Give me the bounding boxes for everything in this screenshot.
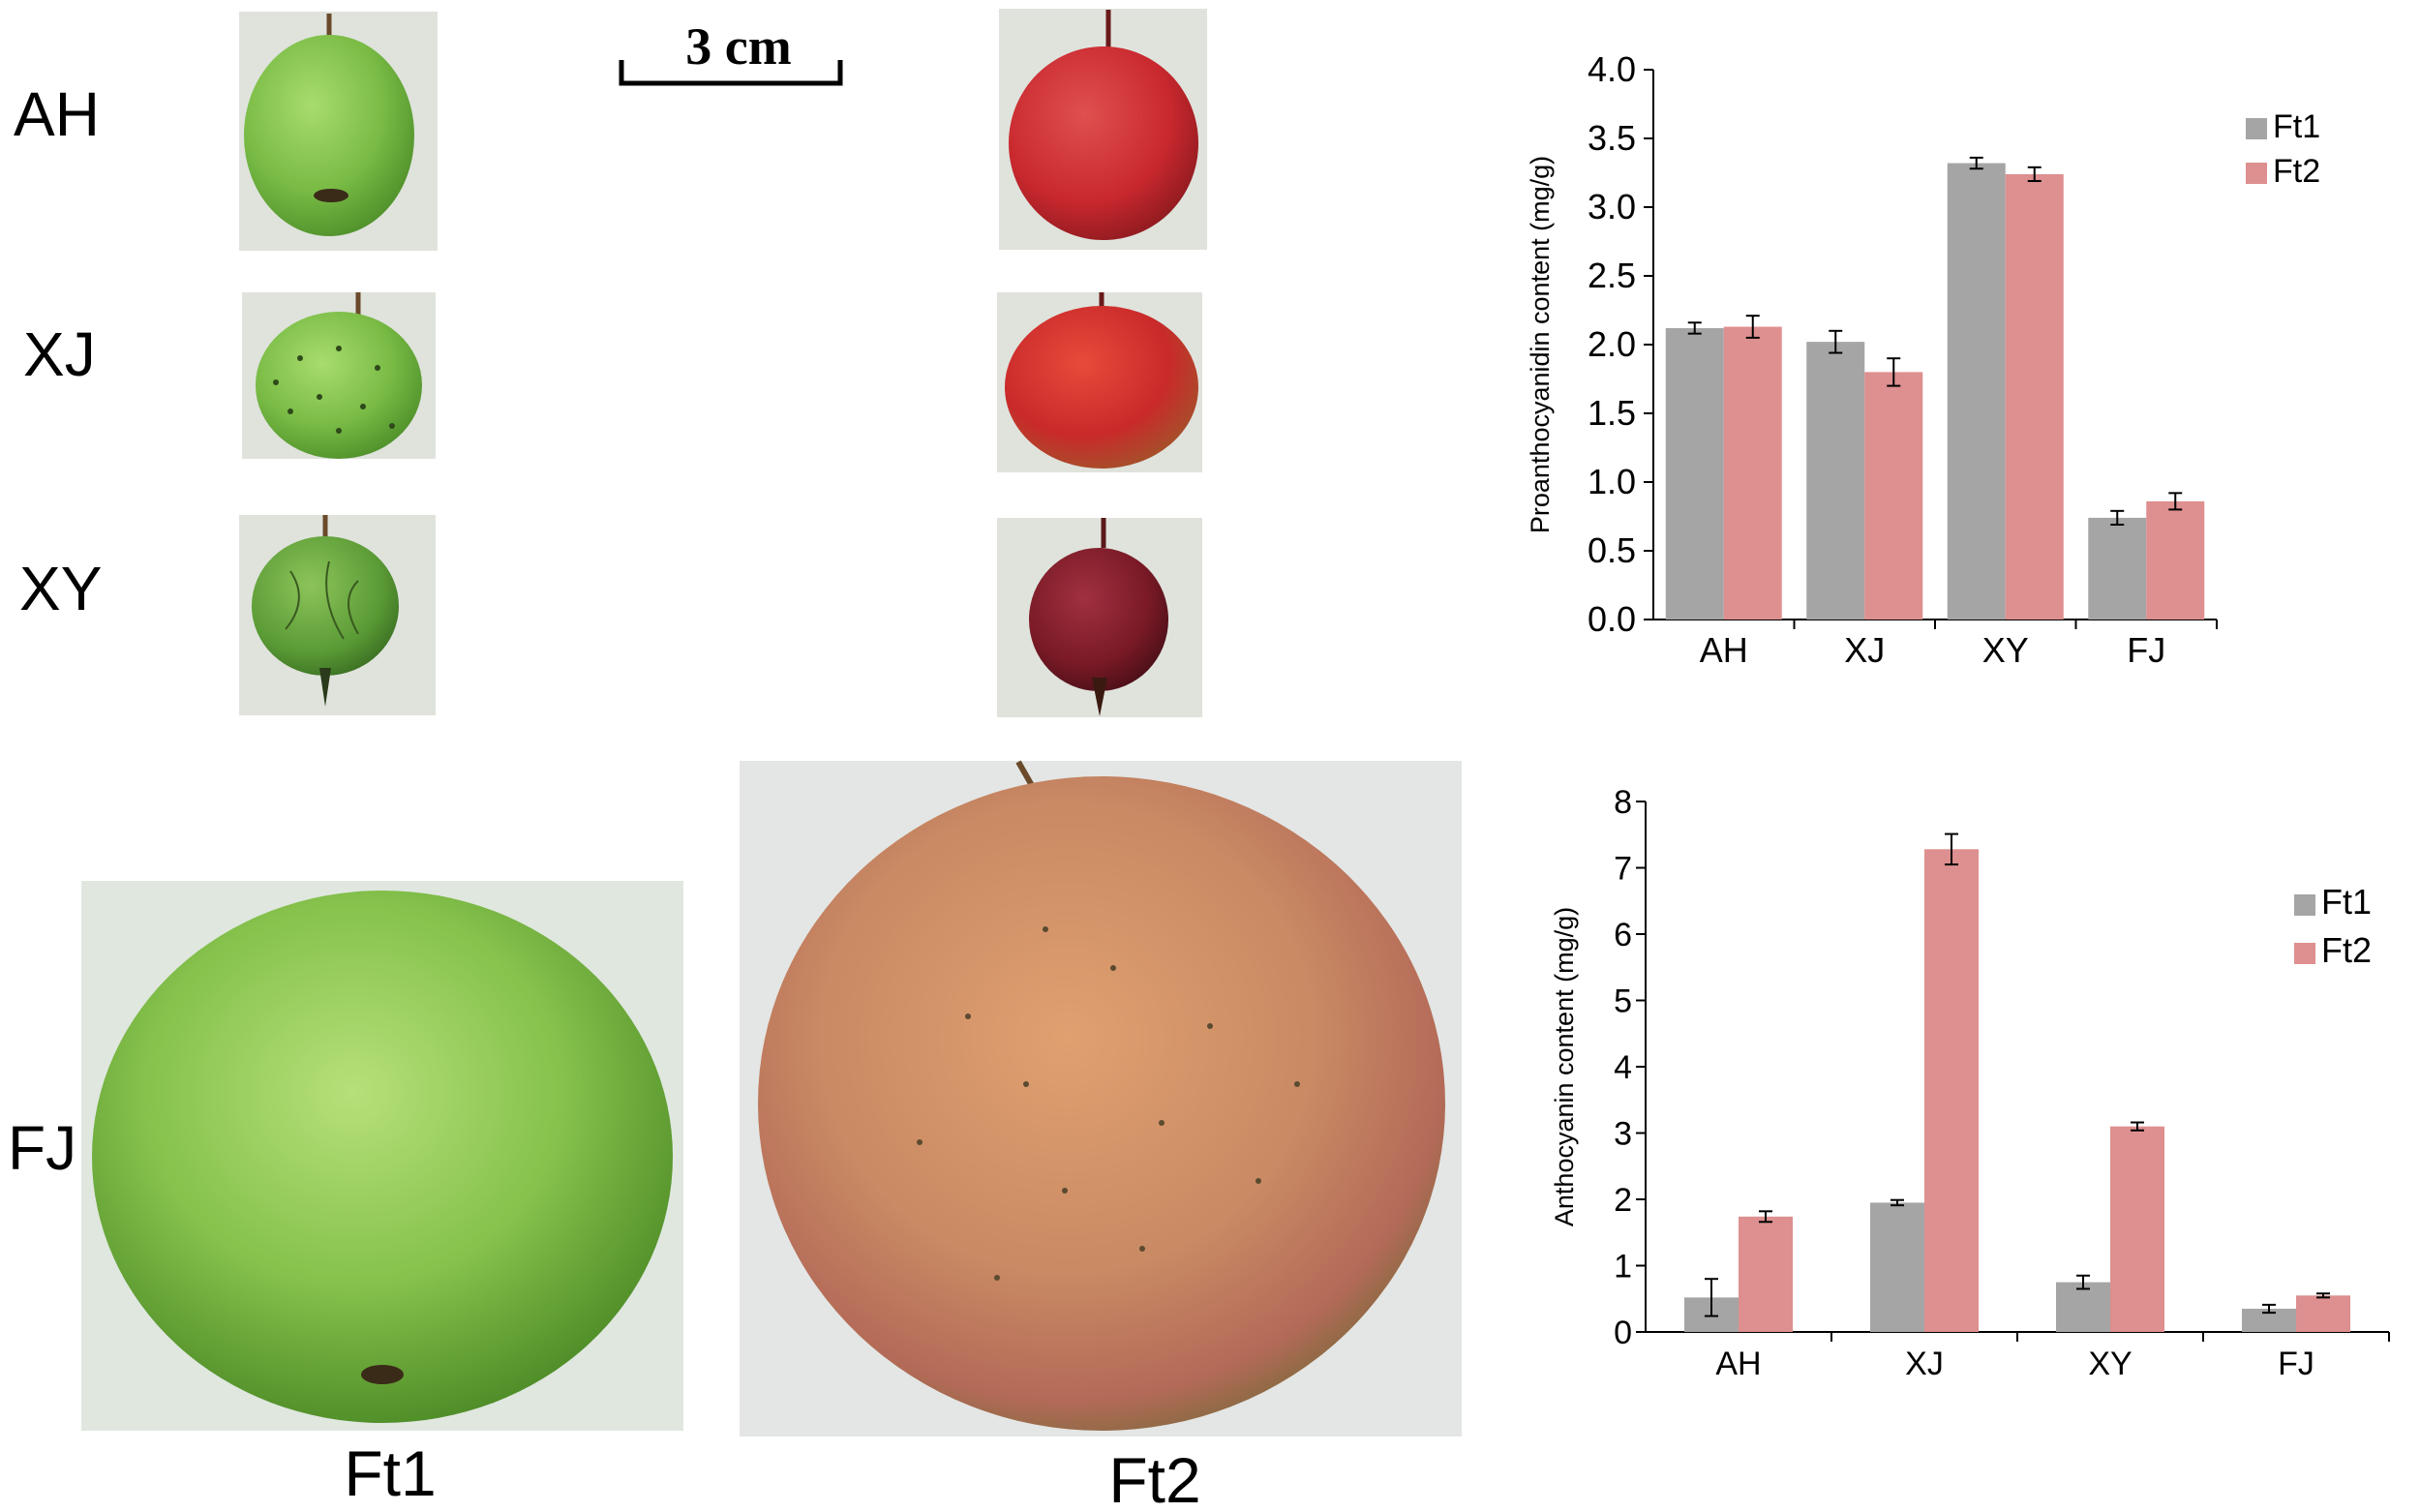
error-bar-xy-ft1 (1969, 156, 1983, 170)
scale-bar: 3 cm (619, 17, 843, 86)
chart1-ytick-label: 2.0 (1588, 324, 1636, 364)
chart1-ytick-label: 3.0 (1588, 187, 1636, 227)
legend-swatch-ft1 (2294, 894, 2315, 916)
error-bar-ah-ft1 (1687, 321, 1702, 335)
error-bar-xy-ft1 (2076, 1274, 2090, 1290)
bar-fj-ft2 (2296, 1295, 2350, 1332)
chart1-ytick-label: 1.0 (1588, 462, 1636, 501)
bar-xj-ft1 (1870, 1202, 1924, 1332)
bar-ah-ft1 (1665, 327, 1724, 620)
error-bar-xj-ft2 (1887, 357, 1901, 387)
bar-ah-ft2 (1739, 1216, 1793, 1332)
legend-label-ft2: Ft2 (2321, 930, 2372, 970)
chart2-category-label: XY (2088, 1346, 2132, 1382)
chart1-ytick-label: 3.5 (1588, 118, 1636, 158)
bar-xy-ft2 (2005, 173, 2064, 620)
chart2-y-axis-label: Anthocyanin content (mg/g) (1550, 907, 1579, 1226)
chart2-ytick-label: 7 (1614, 851, 1632, 888)
column-label-ft1: Ft1 (344, 1437, 436, 1509)
chart2-ytick-label: 2 (1614, 1182, 1632, 1219)
chart2-ytick-label: 4 (1614, 1049, 1632, 1086)
error-bar-ah-ft2 (1745, 315, 1760, 339)
scale-bar-label: 3 cm (685, 17, 791, 76)
row-label-xj: XJ (23, 319, 96, 389)
chart2-ytick-label: 3 (1614, 1116, 1632, 1153)
legend-swatch-ft2 (2246, 163, 2267, 184)
chart1-category-label: AH (1700, 630, 1748, 670)
chart2-category-label: AH (1715, 1346, 1761, 1382)
legend-label-ft1: Ft1 (2321, 882, 2372, 922)
fruit-photo-ah-ft1 (239, 12, 438, 251)
error-bar-xj-ft2 (1945, 832, 1958, 866)
error-bar-xj-ft1 (1829, 329, 1843, 354)
fruit-photo-fj-ft1 (81, 881, 683, 1431)
fruit-photo-ah-ft2 (999, 9, 1207, 250)
error-bar-ah-ft1 (1705, 1278, 1718, 1317)
chart1-ytick-label: 1.5 (1588, 393, 1636, 433)
row-label-ah: AH (14, 79, 100, 149)
error-bar-xj-ft1 (1891, 1198, 1904, 1207)
bar-xj-ft2 (1864, 372, 1923, 620)
fruit-photo-xy-ft1 (239, 515, 436, 715)
error-bar-fj-ft1 (2110, 509, 2125, 527)
legend-swatch-ft2 (2294, 943, 2315, 964)
legend-label-ft2: Ft2 (2273, 153, 2320, 190)
error-bar-fj-ft1 (2262, 1303, 2276, 1315)
chart2-category-label: XJ (1905, 1346, 1944, 1382)
chart-proanthocyanidin: Proanthocyanidin content (mg/g) 0.0 0.5 1.… (1526, 49, 2320, 670)
row-label-fj: FJ (8, 1113, 76, 1183)
chart2-ytick-label: 8 (1614, 784, 1632, 821)
chart1-ytick-label: 0.5 (1588, 530, 1636, 570)
chart1-y-axis-label: Proanthocyanidin content (mg/g) (1526, 156, 1555, 533)
chart1-ytick-label: 4.0 (1588, 49, 1636, 89)
error-bar-xy-ft2 (2131, 1121, 2144, 1132)
error-bar-fj-ft2 (2168, 492, 2183, 511)
bar-fj-ft2 (2146, 500, 2205, 620)
chart1-ytick-label: 0.0 (1588, 599, 1636, 639)
fruit-photo-fj-ft2 (740, 760, 1462, 1436)
chart2-ytick-label: 0 (1614, 1315, 1632, 1351)
column-label-ft2: Ft2 (1108, 1444, 1200, 1512)
chart2-category-label: FJ (2278, 1346, 2314, 1382)
error-bar-xy-ft2 (2027, 166, 2042, 183)
fruit-photo-xy-ft2 (997, 518, 1202, 717)
chart1-category-label: XJ (1844, 630, 1885, 670)
bar-xy-ft1 (2056, 1282, 2110, 1332)
chart2-ytick-label: 5 (1614, 983, 1632, 1020)
legend-label-ft1: Ft1 (2273, 108, 2320, 145)
bar-fj-ft1 (2088, 517, 2147, 620)
bar-xy-ft2 (2110, 1126, 2164, 1332)
error-bar-fj-ft2 (2316, 1292, 2330, 1299)
fruit-photo-xj-ft1 (242, 292, 436, 459)
bar-xj-ft2 (1924, 849, 1979, 1332)
bar-ah-ft2 (1723, 326, 1782, 620)
chart2-ytick-label: 6 (1614, 917, 1632, 953)
chart2-ytick-label: 1 (1614, 1249, 1632, 1285)
legend-swatch-ft1 (2246, 118, 2267, 139)
chart1-category-label: FJ (2127, 630, 2165, 670)
chart1-category-label: XY (1982, 630, 2029, 670)
fruit-photo-xj-ft2 (997, 292, 1202, 472)
bar-fj-ft1 (2242, 1309, 2296, 1332)
bar-xj-ft1 (1806, 342, 1865, 620)
row-label-xy: XY (19, 554, 102, 623)
error-bar-ah-ft2 (1759, 1210, 1772, 1224)
chart1-ytick-label: 2.5 (1588, 256, 1636, 295)
bar-xy-ft1 (1947, 163, 2006, 620)
chart-anthocyanin: Anthocyanin content (mg/g) 0 1 2 3 4 5 6 7 8 AH X… (1550, 784, 2390, 1382)
